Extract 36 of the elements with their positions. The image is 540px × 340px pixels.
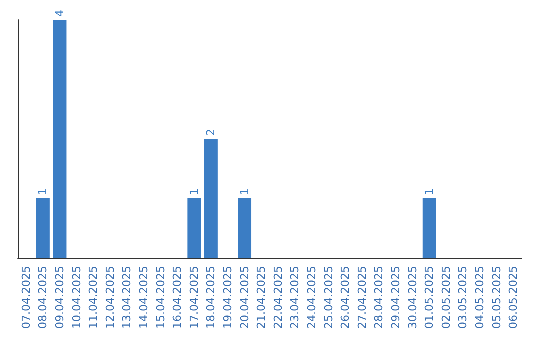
x-tick-label: 30.04.2025 [406,266,420,330]
x-tick-label: 03.05.2025 [456,266,470,330]
x-tick-label: 14.04.2025 [138,266,150,330]
data-label: 1 [238,188,252,196]
x-tick-label: 04.05.2025 [474,266,486,330]
x-tick-label: 20.04.2025 [238,266,252,330]
data-label: 1 [188,188,201,196]
x-tick-label: 19.04.2025 [222,266,234,330]
x-tick-label: 24.04.2025 [306,266,318,330]
x-tick-label: 22.04.2025 [272,266,285,330]
x-tick-label: 10.04.2025 [70,266,84,330]
data-label: 2 [204,129,218,136]
x-tick-label: 26.04.2025 [339,266,352,330]
x-tick-label: 21.04.2025 [255,266,268,330]
x-tick-label: 05.05.2025 [490,266,504,330]
x-tick-label: 09.04.2025 [54,266,66,330]
data-label: 1 [36,188,50,196]
x-tick-label: 15.04.2025 [154,266,168,330]
x-tick-label: 28.04.2025 [372,266,386,330]
x-tick-label: 17.04.2025 [188,266,201,330]
x-tick-label: 16.04.2025 [171,266,184,330]
x-tick-label: 18.04.2025 [204,266,218,330]
x-tick-label: 25.04.2025 [322,266,336,330]
x-tick-label: 27.04.2025 [356,266,369,330]
x-tick-label: 07.04.2025 [20,266,33,330]
data-label: 4 [54,10,66,17]
x-tick-label: 12.04.2025 [104,266,117,330]
x-tick-label: 01.05.2025 [423,266,436,330]
x-tick-label: 13.04.2025 [120,266,134,330]
x-tick-label: 06.05.2025 [507,266,520,330]
x-tick-label: 23.04.2025 [288,266,302,330]
x-tick-label: 29.04.2025 [390,266,402,330]
x-tick-label: 02.05.2025 [440,266,453,330]
x-tick-label: 11.04.2025 [87,266,100,330]
x-tick-label: 08.04.2025 [36,266,50,330]
data-label: 1 [423,188,436,196]
